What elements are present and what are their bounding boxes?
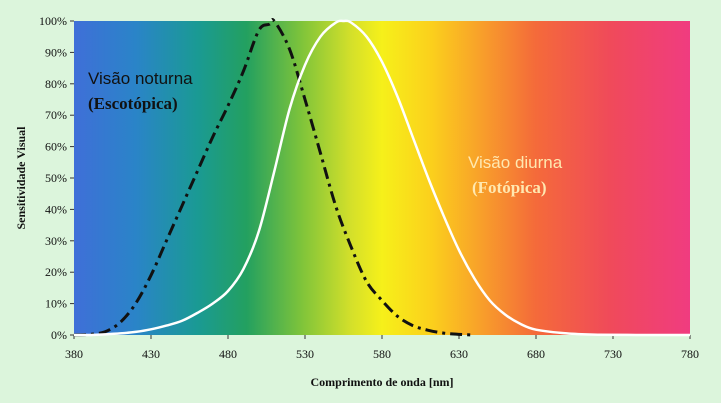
x-tick-label: 430	[142, 347, 160, 361]
y-tick-label: 80%	[45, 77, 67, 91]
x-tick-label: 680	[527, 347, 545, 361]
night-vision-label: Visão noturna	[88, 69, 193, 88]
y-tick-label: 70%	[45, 108, 67, 122]
y-tick-label: 90%	[45, 45, 67, 59]
x-tick-label: 630	[450, 347, 468, 361]
day-vision-label: Visão diurna	[468, 153, 563, 172]
y-tick-label: 100%	[39, 14, 67, 28]
x-axis-title: Comprimento de onda [nm]	[311, 375, 454, 389]
y-axis-title: Sensitividade Visual	[14, 126, 28, 230]
y-tick-label: 20%	[45, 265, 67, 279]
y-tick-label: 0%	[51, 328, 67, 342]
x-tick-label: 780	[681, 347, 699, 361]
y-tick-label: 60%	[45, 140, 67, 154]
night-vision-sublabel: (Escotópica)	[88, 94, 178, 113]
x-tick-label: 380	[65, 347, 83, 361]
series-line-photopic	[73, 19, 691, 337]
x-tick-label: 580	[373, 347, 391, 361]
x-tick-label: 730	[604, 347, 622, 361]
x-tick-label: 530	[296, 347, 314, 361]
x-tick-label: 480	[219, 347, 237, 361]
plot-area-spectrum	[74, 21, 690, 335]
series-line-scotopic	[73, 18, 475, 337]
day-vision-sublabel: (Fotópica)	[472, 178, 547, 197]
y-tick-label: 10%	[45, 297, 67, 311]
y-tick-label: 50%	[45, 171, 67, 185]
y-tick-label: 30%	[45, 234, 67, 248]
y-tick-label: 40%	[45, 202, 67, 216]
